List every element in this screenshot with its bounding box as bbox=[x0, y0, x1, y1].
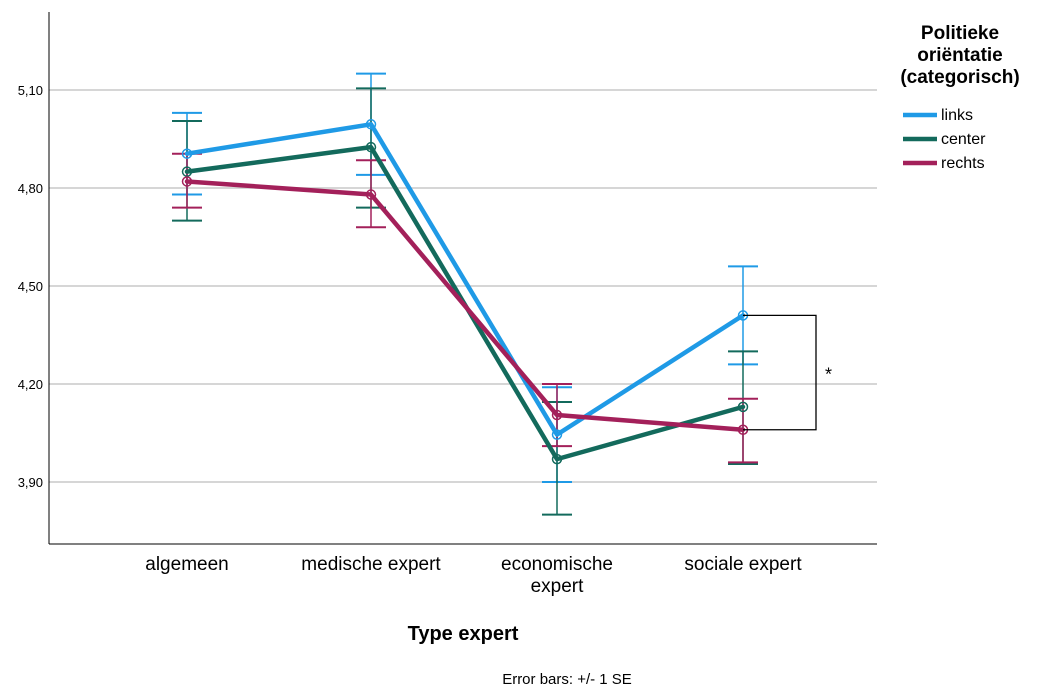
x-category-label: medische expert bbox=[301, 554, 441, 575]
data-point-rechts bbox=[365, 189, 377, 200]
y-tick-label: 5,10 bbox=[18, 83, 43, 98]
series-line-links bbox=[184, 122, 746, 437]
x-axis-title: Type expert bbox=[408, 623, 519, 645]
data-point-center bbox=[365, 141, 377, 153]
data-point-center bbox=[551, 453, 563, 465]
data-point-center bbox=[181, 166, 193, 177]
series-lines bbox=[184, 122, 746, 462]
x-category-labels: algemeen medische expert economischeexpert… bbox=[145, 554, 802, 597]
data-point-rechts bbox=[551, 409, 563, 421]
y-tick-label: 4,80 bbox=[18, 181, 43, 196]
legend-title: (categorisch) bbox=[900, 67, 1019, 88]
x-category-label: expert bbox=[531, 576, 585, 597]
legend-label-links: links bbox=[941, 107, 973, 124]
legend-label-center: center bbox=[941, 131, 986, 148]
axes bbox=[48, 12, 877, 545]
legend-title: Politieke bbox=[921, 23, 999, 44]
data-point-links bbox=[181, 148, 193, 159]
footnote: Error bars: +/- 1 SE bbox=[502, 671, 632, 688]
x-category-label: sociale expert bbox=[684, 554, 802, 575]
significance-marker: * bbox=[825, 365, 832, 385]
y-tick-label: 4,50 bbox=[18, 279, 43, 294]
data-point-center bbox=[737, 401, 749, 413]
data-point-links bbox=[365, 119, 377, 130]
y-tick-labels: 3,90 4,20 4,50 4,80 5,10 bbox=[18, 83, 43, 490]
data-point-rechts bbox=[181, 176, 193, 187]
significance-bracket bbox=[743, 314, 817, 431]
data-point-links bbox=[551, 429, 563, 440]
significance-annotation: * bbox=[743, 314, 832, 431]
x-category-label: economische bbox=[501, 554, 613, 575]
legend-label-rechts: rechts bbox=[941, 155, 985, 172]
grid-lines bbox=[49, 89, 877, 483]
data-points bbox=[181, 119, 749, 465]
series-line-rechts bbox=[184, 179, 746, 432]
legend-title: oriëntatie bbox=[917, 45, 1003, 66]
y-tick-label: 3,90 bbox=[18, 475, 43, 490]
y-tick-label: 4,20 bbox=[18, 377, 43, 392]
x-category-label: algemeen bbox=[145, 554, 228, 575]
